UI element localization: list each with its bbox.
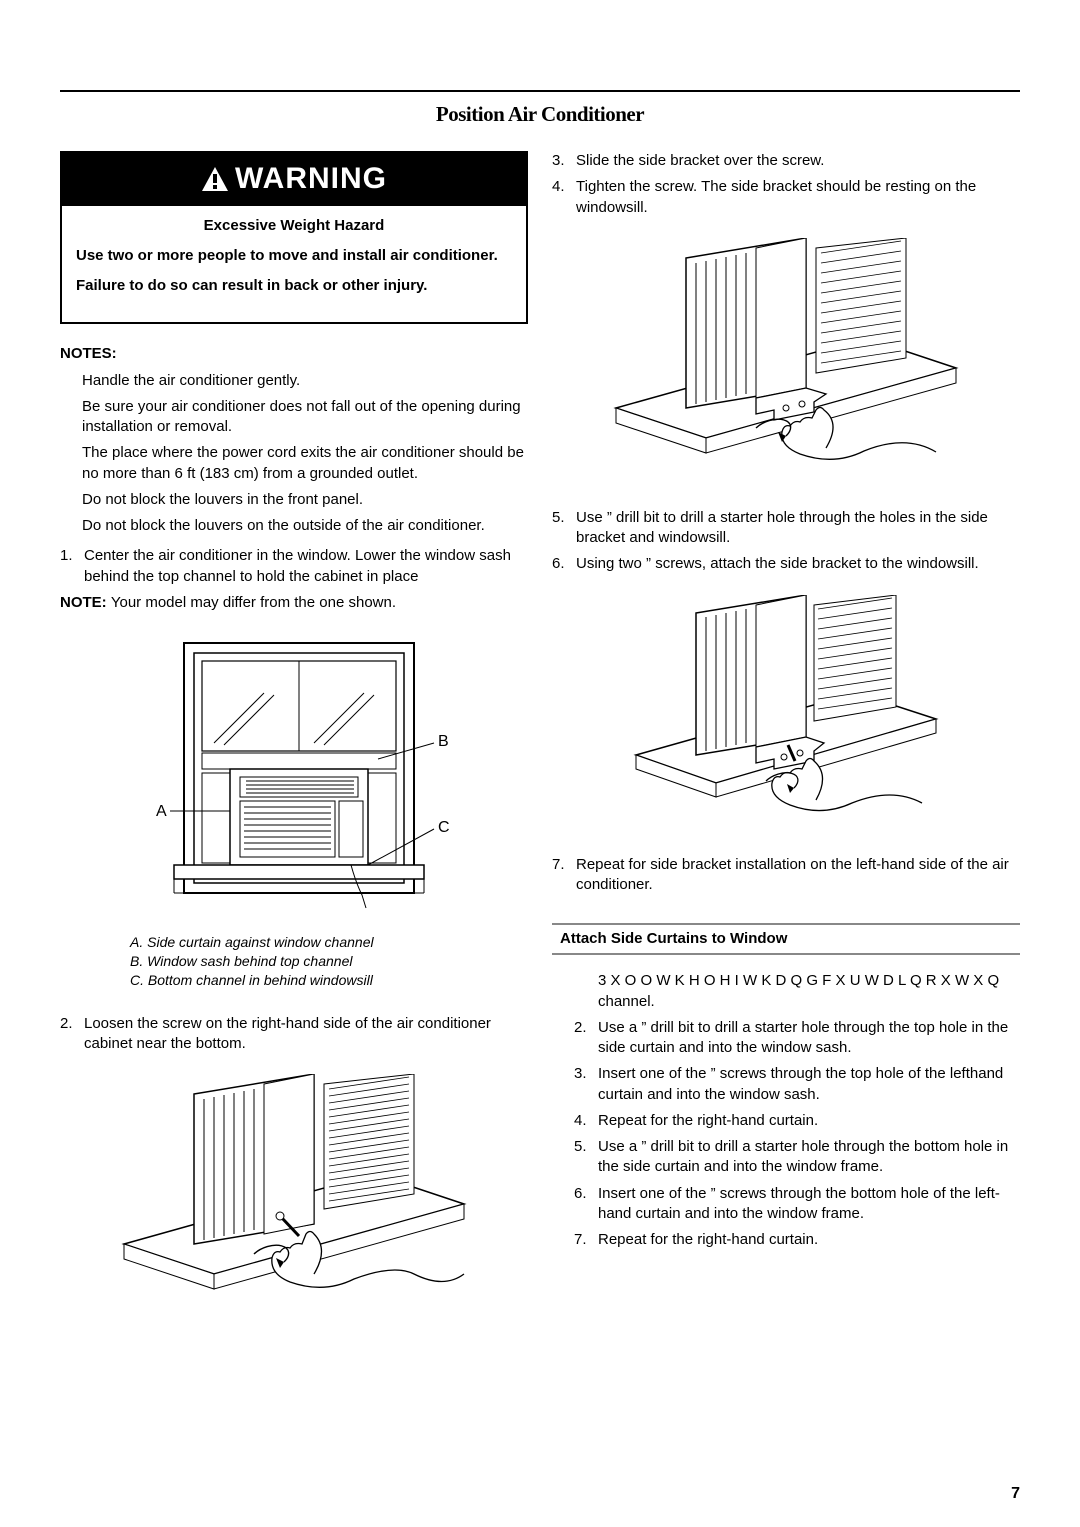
list-item: 3. Insert one of the ” screws through th… [574, 1064, 1020, 1105]
note-prefix: NOTE: [60, 594, 111, 611]
figure-ac-in-window: A B C [60, 633, 528, 913]
step-number [574, 971, 598, 1012]
step-text: Center the air conditioner in the window… [84, 546, 528, 587]
step-number: 1. [60, 546, 84, 587]
step-number: 7. [552, 855, 576, 896]
columns: WARNING Excessive Weight Hazard Use two … [60, 151, 1020, 1344]
step-text: Insert one of the ” screws through the b… [598, 1184, 1020, 1225]
list-item: 5. Use ” drill bit to drill a starter ho… [552, 508, 1020, 549]
caption-line: C. Bottom channel in behind windowsill [130, 971, 528, 990]
list-item: 3. Slide the side bracket over the screw… [552, 151, 1020, 171]
warning-body: Excessive Weight Hazard Use two or more … [62, 206, 526, 323]
step-number: 6. [552, 554, 576, 574]
list-item: 6. Insert one of the ” screws through th… [574, 1184, 1020, 1225]
note-item: Handle the air conditioner gently. [82, 371, 528, 391]
step-text: Use ” drill bit to drill a starter hole … [576, 508, 1020, 549]
note-item: Be sure your air conditioner does not fa… [82, 397, 528, 438]
warning-hazard: Excessive Weight Hazard [76, 216, 512, 236]
step-number: 5. [552, 508, 576, 549]
svg-text:A: A [156, 803, 167, 820]
notes-list: Handle the air conditioner gently. Be su… [60, 371, 528, 537]
step-number: 4. [574, 1111, 598, 1131]
list-item: 4. Tighten the screw. The side bracket s… [552, 177, 1020, 218]
note-inline-text: Your model may differ from the one shown… [111, 594, 396, 611]
warning-line-0: Use two or more people to move and insta… [76, 246, 512, 266]
figure-bracket-on-sill [552, 238, 1020, 488]
step-number: 7. [574, 1230, 598, 1250]
left-steps-b: 2. Loosen the screw on the right-hand si… [60, 1014, 528, 1055]
step-text: Use a ” drill bit to drill a starter hol… [598, 1137, 1020, 1178]
step-text: 3 X O O W K H O H I W K D Q G F X U W D … [598, 971, 1020, 1012]
step-text: Use a ” drill bit to drill a starter hol… [598, 1018, 1020, 1059]
left-column: WARNING Excessive Weight Hazard Use two … [60, 151, 528, 1344]
step-text: Slide the side bracket over the screw. [576, 151, 824, 171]
step-number: 2. [60, 1014, 84, 1055]
note-item: The place where the power cord exits the… [82, 443, 528, 484]
step-text: Repeat for the right-hand curtain. [598, 1230, 818, 1250]
list-item: 4. Repeat for the right-hand curtain. [574, 1111, 1020, 1131]
list-item: 7. Repeat for the right-hand curtain. [574, 1230, 1020, 1250]
step-number: 2. [574, 1018, 598, 1059]
curtain-steps: 3 X O O W K H O H I W K D Q G F X U W D … [552, 971, 1020, 1250]
warning-box: WARNING Excessive Weight Hazard Use two … [60, 151, 528, 324]
figure-attach-bracket [552, 595, 1020, 835]
figure-loosen-screw [60, 1074, 528, 1324]
svg-text:B: B [438, 733, 449, 750]
step-number: 5. [574, 1137, 598, 1178]
step-number: 3. [552, 151, 576, 171]
step-number: 3. [574, 1064, 598, 1105]
step-number: 4. [552, 177, 576, 218]
page-number: 7 [1011, 1485, 1020, 1503]
top-rule [60, 90, 1020, 92]
step-text: Loosen the screw on the right-hand side … [84, 1014, 528, 1055]
right-steps-c: 7. Repeat for side bracket installation … [552, 855, 1020, 896]
note-item: Do not block the louvers on the outside … [82, 516, 528, 536]
list-item: 2. Use a ” drill bit to drill a starter … [574, 1018, 1020, 1059]
step-text: Using two ” screws, attach the side brac… [576, 554, 979, 574]
step-text: Insert one of the ” screws through the t… [598, 1064, 1020, 1105]
warning-line-1: Failure to do so can result in back or o… [76, 276, 512, 296]
note-inline: NOTE: Your model may differ from the one… [60, 593, 528, 613]
right-steps-b: 5. Use ” drill bit to drill a starter ho… [552, 508, 1020, 575]
list-item: 2. Loosen the screw on the right-hand si… [60, 1014, 528, 1055]
list-item: 5. Use a ” drill bit to drill a starter … [574, 1137, 1020, 1178]
right-steps-a: 3. Slide the side bracket over the screw… [552, 151, 1020, 218]
list-item: 3 X O O W K H O H I W K D Q G F X U W D … [574, 971, 1020, 1012]
svg-text:C: C [438, 819, 450, 836]
warning-header: WARNING [62, 153, 526, 206]
warning-header-text: WARNING [235, 159, 387, 200]
step-text: Repeat for the right-hand curtain. [598, 1111, 818, 1131]
caption-line: B. Window sash behind top channel [130, 952, 528, 971]
list-item: 7. Repeat for side bracket installation … [552, 855, 1020, 896]
step-number: 6. [574, 1184, 598, 1225]
right-column: 3. Slide the side bracket over the screw… [552, 151, 1020, 1344]
notes-heading: NOTES: [60, 344, 528, 364]
figure1-caption: A. Side curtain against window channel B… [130, 933, 528, 990]
step-text: Tighten the screw. The side bracket shou… [576, 177, 1020, 218]
subsection-heading: Attach Side Curtains to Window [552, 923, 1020, 955]
note-item: Do not block the louvers in the front pa… [82, 490, 528, 510]
step-text: Repeat for side bracket installation on … [576, 855, 1020, 896]
list-item: 6. Using two ” screws, attach the side b… [552, 554, 1020, 574]
caption-line: A. Side curtain against window channel [130, 933, 528, 952]
warning-triangle-icon [201, 166, 229, 192]
left-steps-a: 1. Center the air conditioner in the win… [60, 546, 528, 587]
page-title: Position Air Conditioner [60, 102, 1020, 127]
list-item: 1. Center the air conditioner in the win… [60, 546, 528, 587]
